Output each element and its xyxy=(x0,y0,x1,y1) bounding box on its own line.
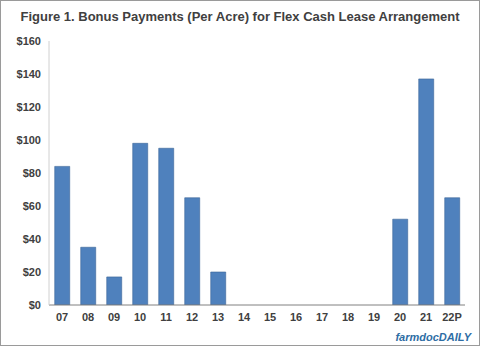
svg-text:$160: $160 xyxy=(17,35,41,47)
svg-text:12: 12 xyxy=(186,311,198,323)
svg-text:$80: $80 xyxy=(23,167,41,179)
svg-text:20: 20 xyxy=(394,311,406,323)
svg-text:19: 19 xyxy=(368,311,380,323)
svg-text:10: 10 xyxy=(134,311,146,323)
svg-text:08: 08 xyxy=(82,311,94,323)
svg-text:$20: $20 xyxy=(23,266,41,278)
svg-text:$60: $60 xyxy=(23,200,41,212)
svg-text:11: 11 xyxy=(160,311,172,323)
svg-text:16: 16 xyxy=(290,311,302,323)
svg-text:07: 07 xyxy=(56,311,68,323)
svg-text:13: 13 xyxy=(212,311,224,323)
svg-text:$40: $40 xyxy=(23,233,41,245)
svg-text:15: 15 xyxy=(264,311,276,323)
html-text:farmdocDAILY: farmdocDAILY xyxy=(395,331,471,343)
svg-text:17: 17 xyxy=(316,311,328,323)
svg-text:14: 14 xyxy=(238,311,251,323)
svg-text:22P: 22P xyxy=(442,311,462,323)
html-text:Figure 1. Bonus Payments (Per: Figure 1. Bonus Payments (Per Acre) for … xyxy=(20,9,460,24)
svg-text:$0: $0 xyxy=(29,299,41,311)
svg-text:21: 21 xyxy=(420,311,432,323)
svg-text:09: 09 xyxy=(108,311,120,323)
svg-text:18: 18 xyxy=(342,311,354,323)
svg-text:$120: $120 xyxy=(17,101,41,113)
svg-text:$140: $140 xyxy=(17,68,41,80)
svg-text:$100: $100 xyxy=(17,134,41,146)
